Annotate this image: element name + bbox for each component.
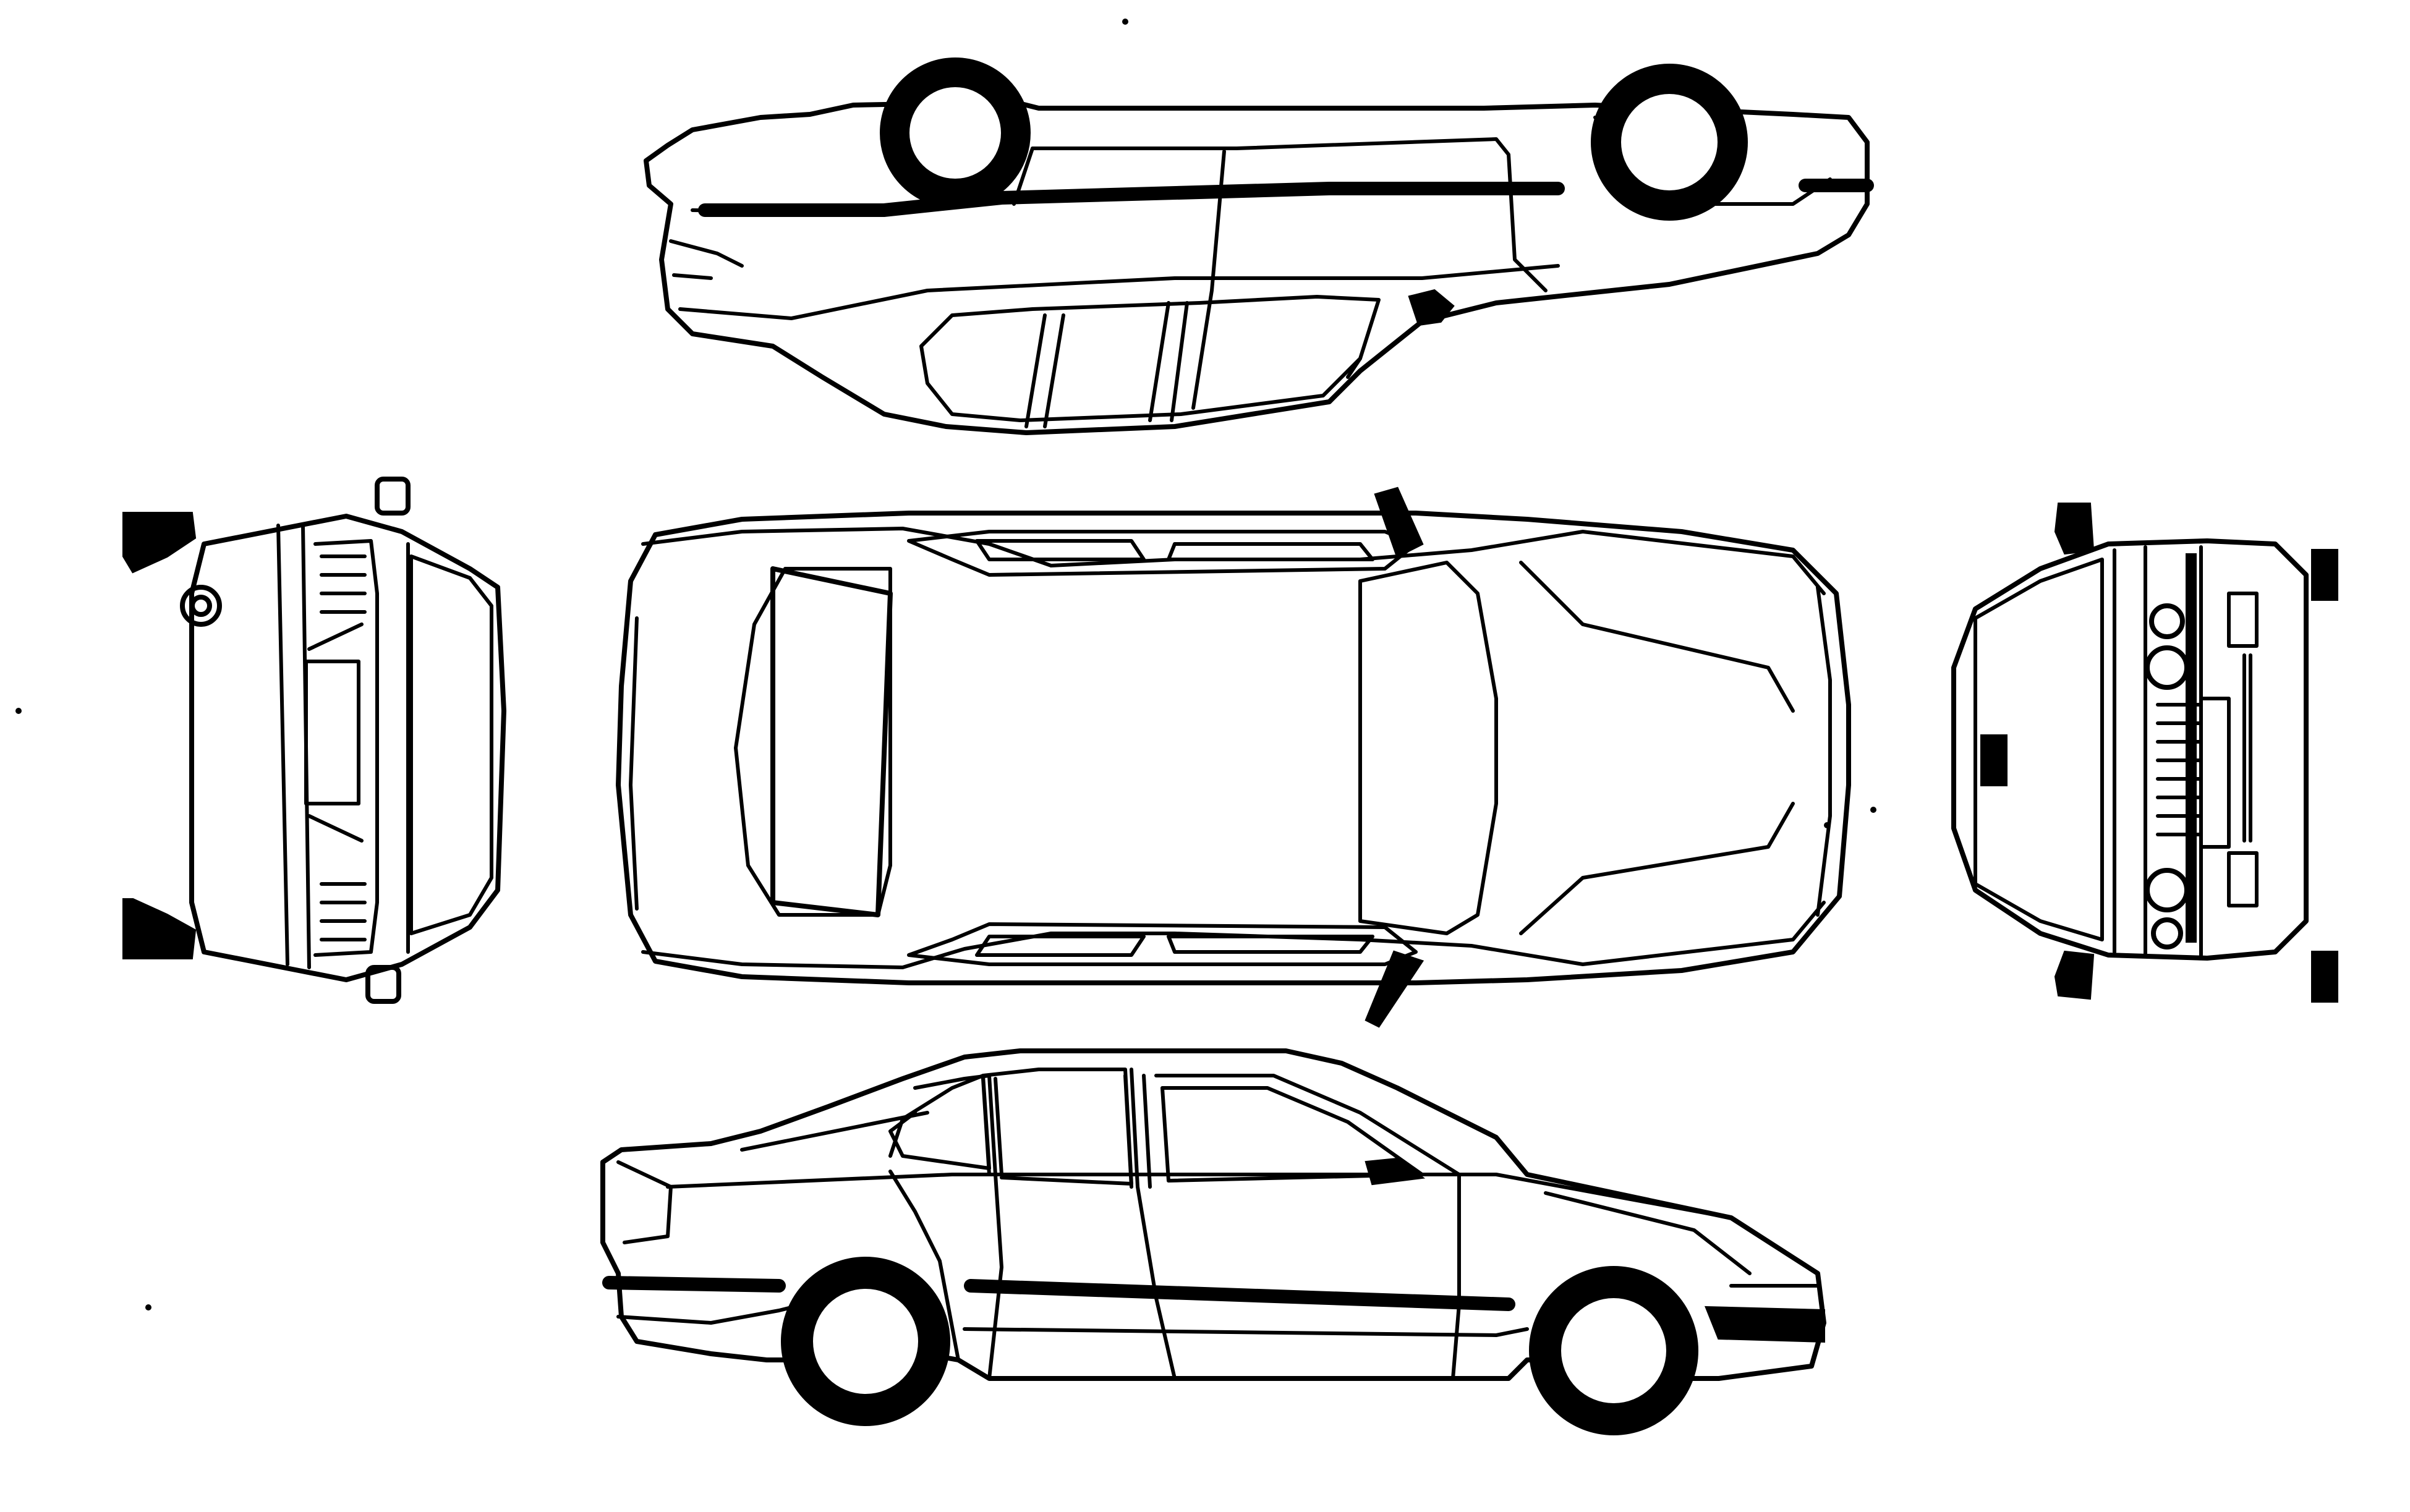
rear-end-view bbox=[122, 477, 506, 1004]
roof-plan-view bbox=[616, 486, 1851, 1028]
upside-down-side-view bbox=[644, 57, 1874, 435]
front-end-view bbox=[1951, 503, 2338, 1003]
scan-specks bbox=[15, 19, 1876, 1310]
left-side-view bbox=[600, 1048, 1826, 1435]
